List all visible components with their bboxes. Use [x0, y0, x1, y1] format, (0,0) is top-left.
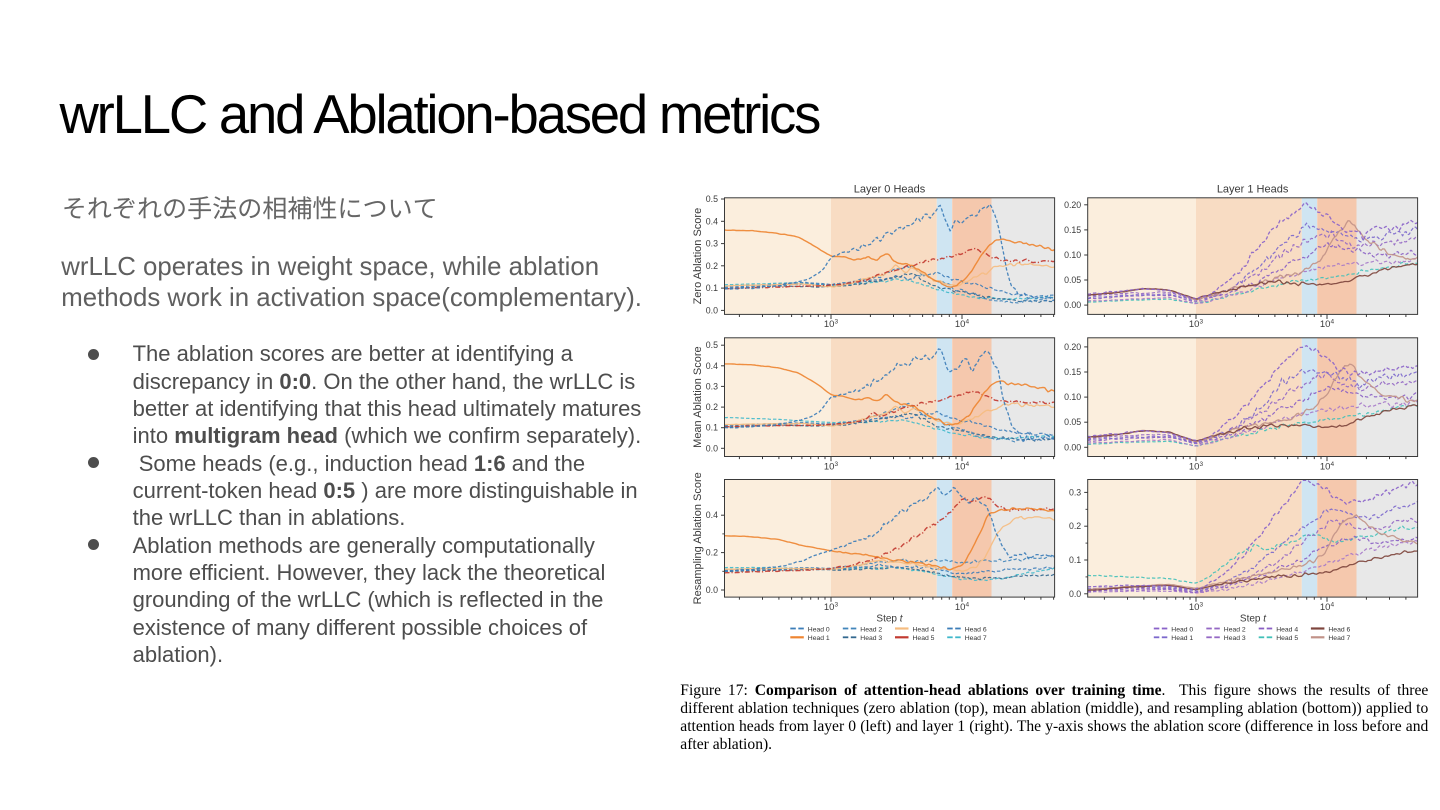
svg-text:0.0: 0.0 [706, 585, 718, 595]
svg-text:Head 7: Head 7 [1328, 635, 1350, 642]
svg-text:Step t: Step t [1240, 614, 1267, 625]
svg-text:104: 104 [1320, 602, 1335, 614]
svg-text:0.4: 0.4 [706, 510, 718, 520]
svg-text:Head 0: Head 0 [808, 626, 830, 633]
svg-text:0.2: 0.2 [706, 261, 718, 271]
svg-text:103: 103 [824, 602, 839, 614]
svg-text:0.1: 0.1 [706, 283, 718, 293]
svg-text:Mean Ablation Score: Mean Ablation Score [692, 346, 704, 448]
svg-text:0.05: 0.05 [1064, 417, 1081, 427]
svg-text:0.0: 0.0 [1069, 589, 1081, 599]
svg-text:Head 5: Head 5 [913, 635, 935, 642]
svg-text:Layer 1 Heads: Layer 1 Heads [1217, 183, 1289, 195]
svg-text:0.3: 0.3 [706, 381, 718, 391]
svg-text:Head 4: Head 4 [913, 626, 935, 633]
svg-text:0.10: 0.10 [1064, 250, 1081, 260]
svg-text:Head 5: Head 5 [1276, 635, 1298, 642]
svg-text:0.00: 0.00 [1064, 300, 1081, 310]
svg-text:0.1: 0.1 [1069, 555, 1081, 565]
svg-text:Head 6: Head 6 [1328, 626, 1350, 633]
svg-text:0.15: 0.15 [1064, 367, 1081, 377]
svg-text:0.10: 0.10 [1064, 392, 1081, 402]
svg-text:0.20: 0.20 [1064, 342, 1081, 352]
svg-text:Layer 0 Heads: Layer 0 Heads [854, 183, 926, 195]
svg-text:0.0: 0.0 [706, 443, 718, 453]
svg-text:103: 103 [824, 319, 839, 331]
svg-text:0.5: 0.5 [706, 194, 718, 204]
svg-text:Head 0: Head 0 [1171, 626, 1193, 633]
svg-text:Head 3: Head 3 [1224, 635, 1246, 642]
svg-text:0.2: 0.2 [1069, 521, 1081, 531]
svg-text:0.15: 0.15 [1064, 225, 1081, 235]
svg-text:Head 2: Head 2 [860, 626, 882, 633]
svg-text:Resampling Ablation Score: Resampling Ablation Score [692, 472, 704, 604]
svg-text:104: 104 [1320, 319, 1335, 331]
svg-text:103: 103 [1189, 602, 1204, 614]
svg-text:0.4: 0.4 [706, 216, 718, 226]
svg-text:0.3: 0.3 [706, 239, 718, 249]
svg-text:103: 103 [1189, 461, 1204, 473]
svg-text:0.20: 0.20 [1064, 200, 1081, 210]
svg-text:103: 103 [824, 461, 839, 473]
svg-text:0.5: 0.5 [706, 340, 718, 350]
svg-text:Zero Ablation Score: Zero Ablation Score [692, 208, 704, 305]
svg-text:0.4: 0.4 [706, 361, 718, 371]
svg-text:Head 1: Head 1 [808, 635, 830, 642]
svg-text:0.2: 0.2 [706, 548, 718, 558]
svg-text:104: 104 [955, 602, 970, 614]
svg-text:Head 6: Head 6 [965, 626, 987, 633]
svg-text:Head 1: Head 1 [1171, 635, 1193, 642]
svg-text:0.2: 0.2 [706, 402, 718, 412]
svg-text:0.00: 0.00 [1064, 442, 1081, 452]
svg-text:0.0: 0.0 [706, 305, 718, 315]
svg-text:Head 3: Head 3 [860, 635, 882, 642]
svg-text:103: 103 [1189, 319, 1204, 331]
svg-text:104: 104 [955, 461, 970, 473]
svg-text:104: 104 [1320, 461, 1335, 473]
svg-text:104: 104 [955, 319, 970, 331]
svg-text:Head 4: Head 4 [1276, 626, 1298, 633]
svg-text:0.1: 0.1 [706, 423, 718, 433]
svg-text:0.3: 0.3 [1069, 487, 1081, 497]
svg-text:Step t: Step t [876, 614, 903, 625]
svg-text:Head 2: Head 2 [1224, 626, 1246, 633]
svg-text:0.05: 0.05 [1064, 275, 1081, 285]
svg-text:Head 7: Head 7 [965, 635, 987, 642]
